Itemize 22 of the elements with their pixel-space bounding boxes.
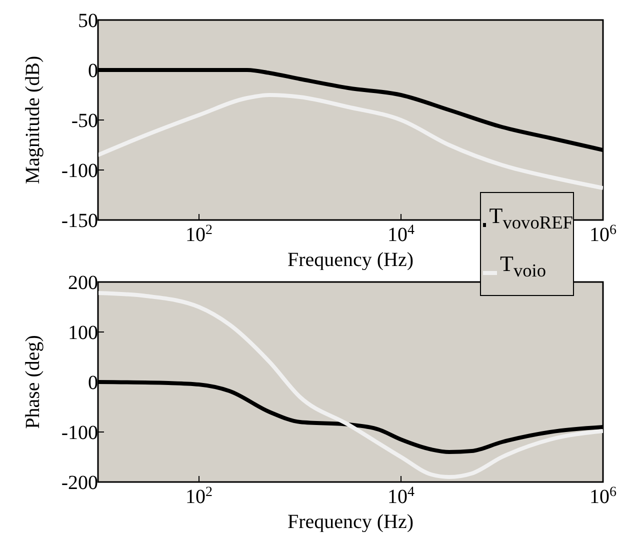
y-tick-label: 0 <box>88 60 98 82</box>
legend-label: T$_{voio}$ <box>500 250 546 282</box>
y-axis-title: Magnitude (dB) <box>22 56 44 184</box>
x-tick-label: 10$^{2}$ <box>186 484 212 508</box>
x-tick-label: 10$^{4}$ <box>388 222 414 246</box>
x-axis-title: Frequency (Hz) <box>287 511 414 533</box>
y-tick-label: 50 <box>78 10 98 32</box>
y-tick-label: -200 <box>61 472 98 494</box>
y-tick-label: 200 <box>68 272 98 294</box>
x-tick-label: 10$^{4}$ <box>388 484 414 508</box>
y-tick-label: -100 <box>61 422 98 444</box>
x-tick-label: 10$^{6}$ <box>590 222 616 246</box>
y-tick-label: -100 <box>61 160 98 182</box>
y-tick-label: 100 <box>68 322 98 344</box>
y-axis-title: Phase (deg) <box>22 335 44 429</box>
x-tick-label: 10$^{2}$ <box>186 222 212 246</box>
x-tick-label: 10$^{6}$ <box>590 484 616 508</box>
y-tick-label: -50 <box>71 110 98 132</box>
legend-label: T$_{vovoREF}$ <box>489 202 573 234</box>
y-tick-label: -150 <box>61 210 98 232</box>
x-axis-title: Frequency (Hz) <box>287 249 414 271</box>
y-tick-label: 0 <box>88 372 98 394</box>
